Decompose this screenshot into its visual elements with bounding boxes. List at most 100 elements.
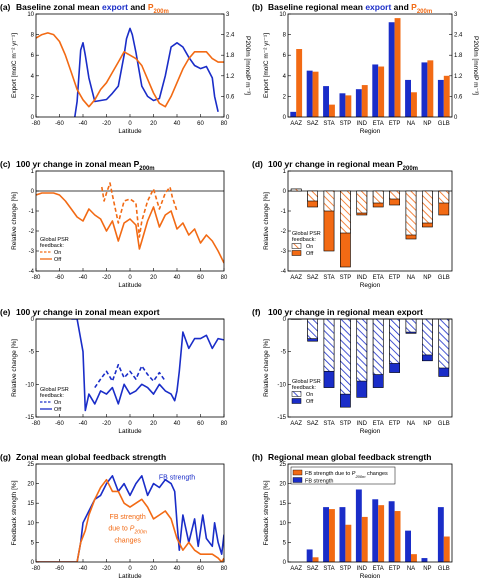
- title-part: Baseline zonal mean: [16, 2, 102, 12]
- series-line-fb-strength: [36, 475, 224, 562]
- title-part: P: [148, 2, 154, 12]
- bar-fb-strength-na: [405, 530, 411, 562]
- y-tick-label: 4: [31, 74, 35, 80]
- y-tick-label: -10: [277, 382, 286, 388]
- y-tick-label: -4: [29, 269, 35, 275]
- bar-fb-strength-due-to-p200m-changes-stp: [345, 524, 352, 562]
- bar-p200m-etp: [394, 18, 401, 117]
- x-tick-label: NA: [407, 121, 415, 127]
- x-tick-label: 0: [128, 566, 132, 572]
- panel-title: Regional mean global feedback strength: [268, 452, 431, 462]
- plot-frame: [35, 170, 225, 272]
- x-tick-label: SAZ: [307, 421, 319, 427]
- bar-fb-strength-due-to-p200m-changes-etp: [394, 511, 401, 562]
- x-tick-label: -20: [102, 121, 111, 127]
- plot-frame: [35, 13, 225, 118]
- bar-on-np: [422, 319, 433, 356]
- series-line-on: [94, 363, 166, 389]
- legend-title-line: feedback:: [40, 393, 64, 399]
- bar-export-eta: [372, 64, 379, 117]
- y-tick-label: 1: [283, 169, 287, 175]
- x-tick-label: -60: [55, 566, 64, 572]
- x-tick-label: AAZ: [290, 121, 302, 127]
- x-tick-label: ETP: [389, 275, 401, 281]
- y-tick-label: 10: [279, 12, 286, 18]
- plot-frame: [287, 463, 453, 563]
- y2-tick-label: 2.4: [454, 33, 463, 39]
- y-tick-label: -2: [281, 229, 287, 235]
- bar-on-saz: [307, 319, 318, 339]
- y-tick-label: -3: [281, 249, 287, 255]
- bar-p200m-saz: [312, 71, 319, 117]
- y-tick-label: -15: [25, 415, 34, 421]
- panel-title: Baseline zonal mean export and P200m: [16, 2, 169, 15]
- x-tick-label: 60: [197, 566, 204, 572]
- panel-label: (f): [252, 307, 261, 317]
- x-tick-label: -40: [79, 275, 88, 281]
- title-part: export: [365, 2, 391, 12]
- x-tick-label: -40: [79, 121, 88, 127]
- legend-label: Off: [306, 399, 314, 405]
- bar-export-np: [421, 62, 428, 117]
- x-tick-label: 40: [174, 421, 181, 427]
- y-tick-label: -1: [281, 209, 287, 215]
- bar-on-glb: [438, 319, 450, 369]
- y-tick-label: 0: [31, 560, 35, 566]
- y-tick-label: 8: [283, 33, 287, 39]
- x-tick-label: 60: [197, 121, 204, 127]
- y2-tick-label: 1.2: [454, 74, 463, 80]
- y-tick-label: -10: [25, 382, 34, 388]
- legend-title-line: Global PSR: [292, 379, 321, 385]
- y-tick-label: 25: [27, 462, 34, 468]
- x-axis-label: Region: [360, 428, 381, 435]
- x-axis-label: Latitude: [118, 573, 142, 578]
- y-tick-label: 0: [283, 115, 287, 121]
- x-tick-label: STA: [323, 421, 334, 427]
- x-tick-label: 40: [174, 121, 181, 127]
- bar-fb-strength-due-to-p200m-changes-eta: [378, 505, 385, 562]
- y-tick-label: -5: [29, 350, 35, 356]
- panel-title: Zonal mean global feedback strength: [16, 452, 166, 462]
- annotation-text: changes: [114, 537, 141, 544]
- x-tick-label: GLB: [438, 421, 450, 427]
- plot-area: [71, 319, 224, 412]
- bar-fb-strength-due-to-p200m-changes-glb: [443, 536, 450, 562]
- x-tick-label: 80: [221, 275, 228, 281]
- x-tick-label: -60: [55, 421, 64, 427]
- x-tick-label: NP: [423, 421, 431, 427]
- y-tick-label: 4: [283, 74, 287, 80]
- y-tick-label: 10: [279, 521, 286, 527]
- panel-g: (g) Zonal mean global feedback strength 0 5…: [0, 452, 228, 578]
- x-tick-label: STA: [323, 121, 334, 127]
- legend-swatch: [292, 477, 303, 483]
- x-tick-label: IND: [357, 275, 368, 281]
- bar-on-etp: [389, 319, 400, 364]
- y-tick-label: -3: [29, 249, 35, 255]
- panel-e: (e) 100 yr change in zonal mean export -15…: [0, 307, 228, 435]
- bar-fb-strength-due-to-p200m-changes-na: [411, 554, 417, 562]
- plot-frame: [35, 463, 225, 563]
- x-tick-label: SAZ: [307, 566, 319, 572]
- x-tick-label: GLB: [438, 566, 450, 572]
- x-tick-label: 20: [150, 566, 157, 572]
- panel-a: (a) Baseline zonal mean export and P200m 0…: [0, 2, 251, 135]
- y-tick-label: 5: [283, 540, 287, 546]
- panel-label: (b): [252, 2, 263, 12]
- plot-area: [36, 27, 224, 117]
- bar-on-ind: [356, 190, 368, 214]
- bar-p200m-np: [427, 60, 434, 117]
- legend-swatch: [291, 391, 302, 397]
- title-part: and: [128, 2, 148, 12]
- y-tick-label: 0: [283, 317, 287, 323]
- plot-area: [36, 475, 224, 562]
- x-tick-label: STP: [340, 421, 352, 427]
- y-axis-label: Feedback strength [%]: [263, 480, 270, 545]
- x-tick-label: 60: [197, 421, 204, 427]
- legend-title-line: Global PSR: [292, 231, 321, 237]
- panel-b: (b) Baseline regional mean export and P20…: [252, 2, 479, 135]
- title-subscript: 200m: [153, 9, 168, 15]
- y2-tick-label: 2.4: [226, 33, 235, 39]
- x-tick-label: ETP: [389, 121, 401, 127]
